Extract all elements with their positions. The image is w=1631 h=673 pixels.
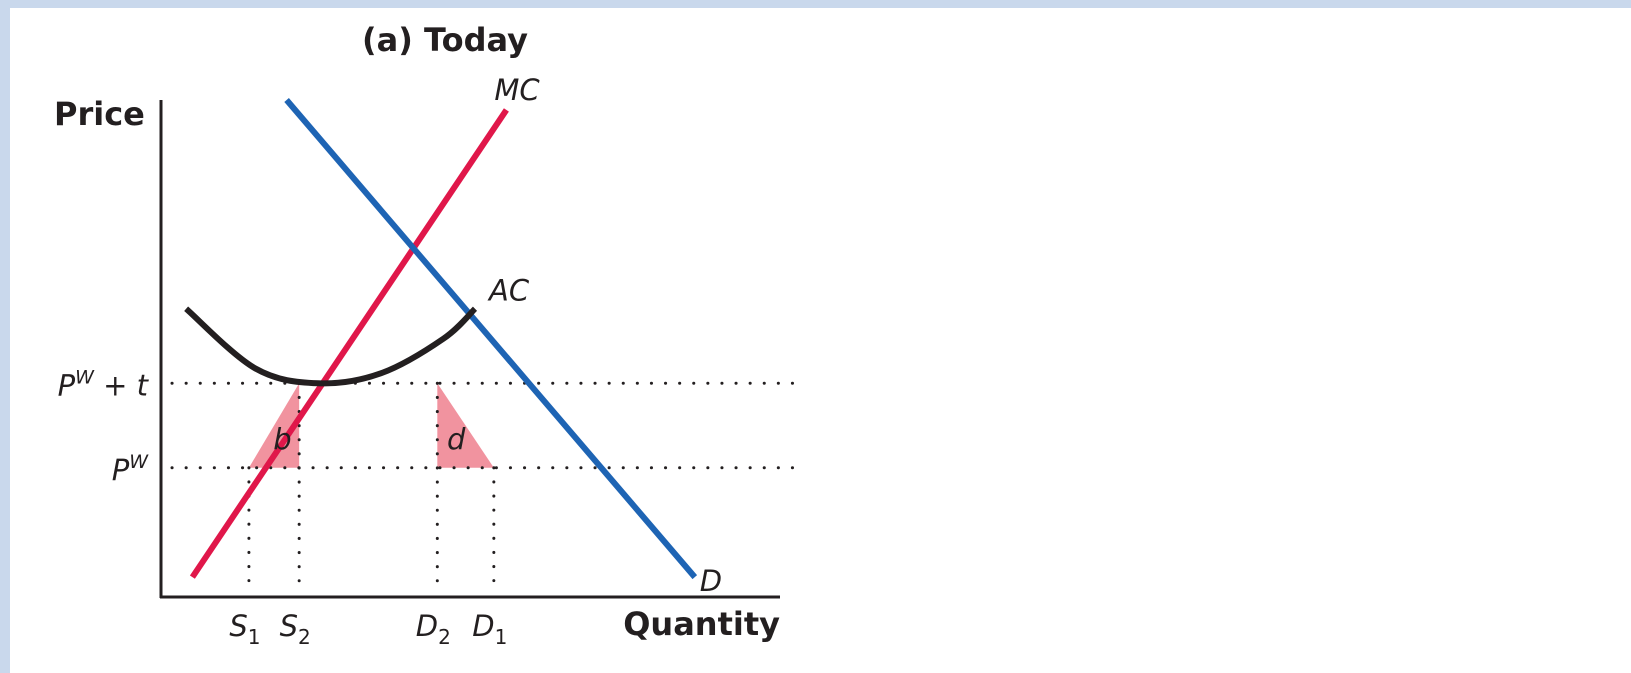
- area-label-b: b: [273, 423, 291, 457]
- quantity-label-s1: S1: [229, 609, 260, 649]
- curve-label-d: D: [700, 564, 722, 598]
- chart-title: (a) Today: [362, 21, 528, 59]
- curve-ac: [184, 306, 478, 387]
- quantity-label-d2: D2: [416, 609, 451, 649]
- curve-label-ac: AC: [487, 274, 530, 308]
- curves: [184, 98, 698, 580]
- curve-label-mc: MC: [494, 73, 540, 107]
- price-level-label-1: PW: [112, 451, 150, 487]
- guide-lines: [170, 381, 797, 593]
- price-level-label-0: PW + t: [58, 366, 150, 402]
- quantity-label-s2: S2: [280, 609, 311, 649]
- shaded-areas: [248, 383, 494, 468]
- quantity-label-d1: D1: [472, 609, 507, 649]
- shaded-area-d: [437, 383, 494, 468]
- y-axis-label: Price: [54, 95, 145, 133]
- tariff-chart: (a) Today Price Quantity b d PW + t PW S1 S2 D…: [54, 21, 797, 649]
- curve-mc: [189, 108, 509, 579]
- shaded-area-b: [248, 383, 300, 468]
- area-label-d: d: [447, 423, 466, 457]
- curve-d: [284, 98, 698, 580]
- axes: [159, 100, 780, 599]
- chart-panel: (a) Today Price Quantity b d PW + t PW S1 S2 D…: [10, 8, 1631, 673]
- labels: b d PW + t PW S1 S2 D2 D1 MC D AC: [58, 73, 723, 649]
- x-axis-label: Quantity: [623, 605, 780, 643]
